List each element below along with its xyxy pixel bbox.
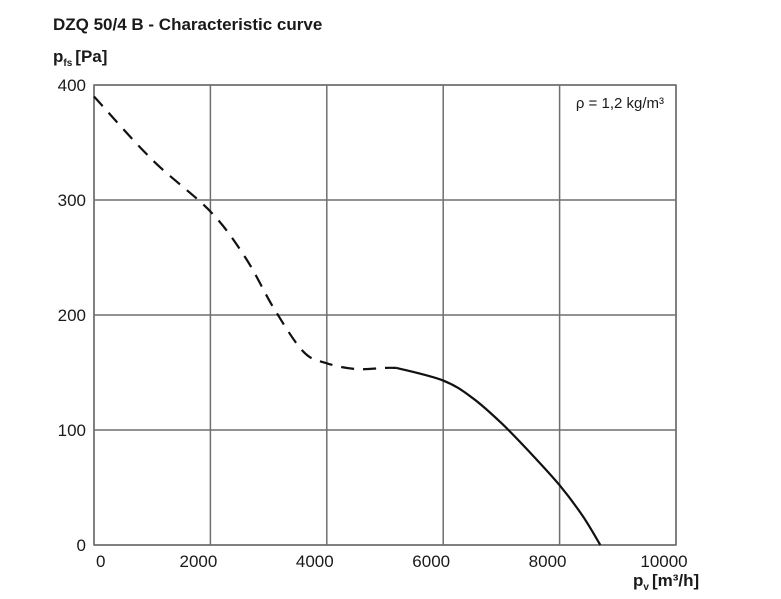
density-annotation: ρ = 1,2 kg/m³ <box>576 95 664 112</box>
x-axis-label-main: p <box>633 571 643 590</box>
y-axis-label: pfs [Pa] <box>53 47 107 69</box>
y-tick-label: 0 <box>77 536 86 555</box>
y-axis-label-unit: [Pa] <box>75 47 107 66</box>
x-tick-label: 2000 <box>179 552 217 571</box>
y-tick-label: 300 <box>58 191 86 210</box>
y-tick-label: 200 <box>58 306 86 325</box>
x-tick-label: 0 <box>96 552 105 571</box>
y-axis-label-main: p <box>53 47 63 66</box>
grid <box>93 84 677 546</box>
y-tick-label: 100 <box>58 421 86 440</box>
curves <box>93 95 602 546</box>
plot-frame <box>93 84 677 546</box>
tick-labels: 0 2000 4000 6000 8000 10000 0 100 200 300 400 <box>58 76 688 571</box>
x-tick-label: 8000 <box>529 552 567 571</box>
x-tick-label: 10000 <box>640 552 687 571</box>
x-axis-label: pv [m³/h] <box>633 571 699 593</box>
x-axis-label-unit: [m³/h] <box>652 571 699 590</box>
x-axis-label-sub: v <box>643 582 649 593</box>
x-tick-label: 6000 <box>412 552 450 571</box>
y-axis-label-sub: fs <box>63 58 72 69</box>
curve-solid-segment <box>396 366 602 546</box>
y-tick-label: 400 <box>58 76 86 95</box>
chart-title: DZQ 50/4 B - Characteristic curve <box>53 15 322 34</box>
curve-dashed-segment <box>93 95 397 371</box>
x-tick-label: 4000 <box>296 552 334 571</box>
